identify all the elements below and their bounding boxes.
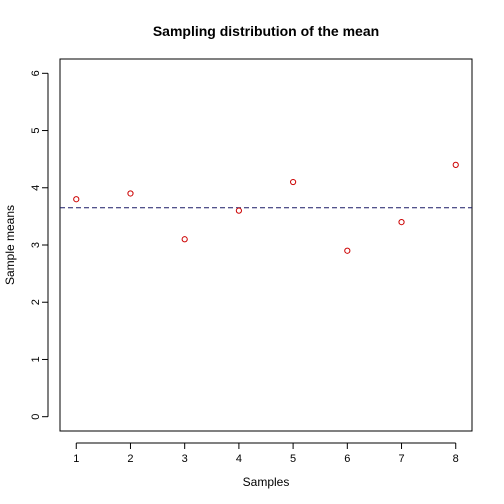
data-point bbox=[127, 190, 134, 197]
x-tick-label: 2 bbox=[127, 453, 133, 465]
x-tick-label: 1 bbox=[73, 453, 79, 465]
y-tick-label: 1 bbox=[30, 356, 42, 362]
y-axis-label: Sample means bbox=[3, 205, 17, 285]
data-point bbox=[235, 207, 242, 214]
x-tick-label: 7 bbox=[398, 453, 404, 465]
y-tick-label: 0 bbox=[30, 414, 42, 420]
data-point bbox=[73, 196, 80, 203]
y-tick-label: 2 bbox=[30, 299, 42, 305]
x-tick-label: 6 bbox=[344, 453, 350, 465]
y-tick-label: 4 bbox=[30, 185, 42, 191]
x-tick-label: 5 bbox=[290, 453, 296, 465]
data-point bbox=[344, 247, 351, 254]
data-point bbox=[290, 178, 297, 186]
plot-frame bbox=[59, 58, 473, 432]
y-tick-label: 5 bbox=[30, 127, 42, 133]
x-tick-label: 8 bbox=[453, 453, 459, 465]
x-axis: 1 2 3 4 5 6 7 8 bbox=[73, 442, 459, 465]
data-points bbox=[73, 161, 459, 254]
y-tick-label: 6 bbox=[30, 70, 42, 76]
data-point bbox=[181, 236, 188, 243]
x-axis-label: Samples bbox=[243, 475, 290, 489]
y-axis: 0 1 2 3 4 5 6 bbox=[30, 70, 49, 420]
x-tick-label: 4 bbox=[236, 453, 242, 465]
x-tick-label: 3 bbox=[182, 453, 188, 465]
y-tick-label: 3 bbox=[30, 242, 42, 248]
chart-title: Sampling distribution of the mean bbox=[153, 23, 379, 39]
data-point bbox=[398, 219, 405, 226]
data-point bbox=[452, 161, 459, 168]
